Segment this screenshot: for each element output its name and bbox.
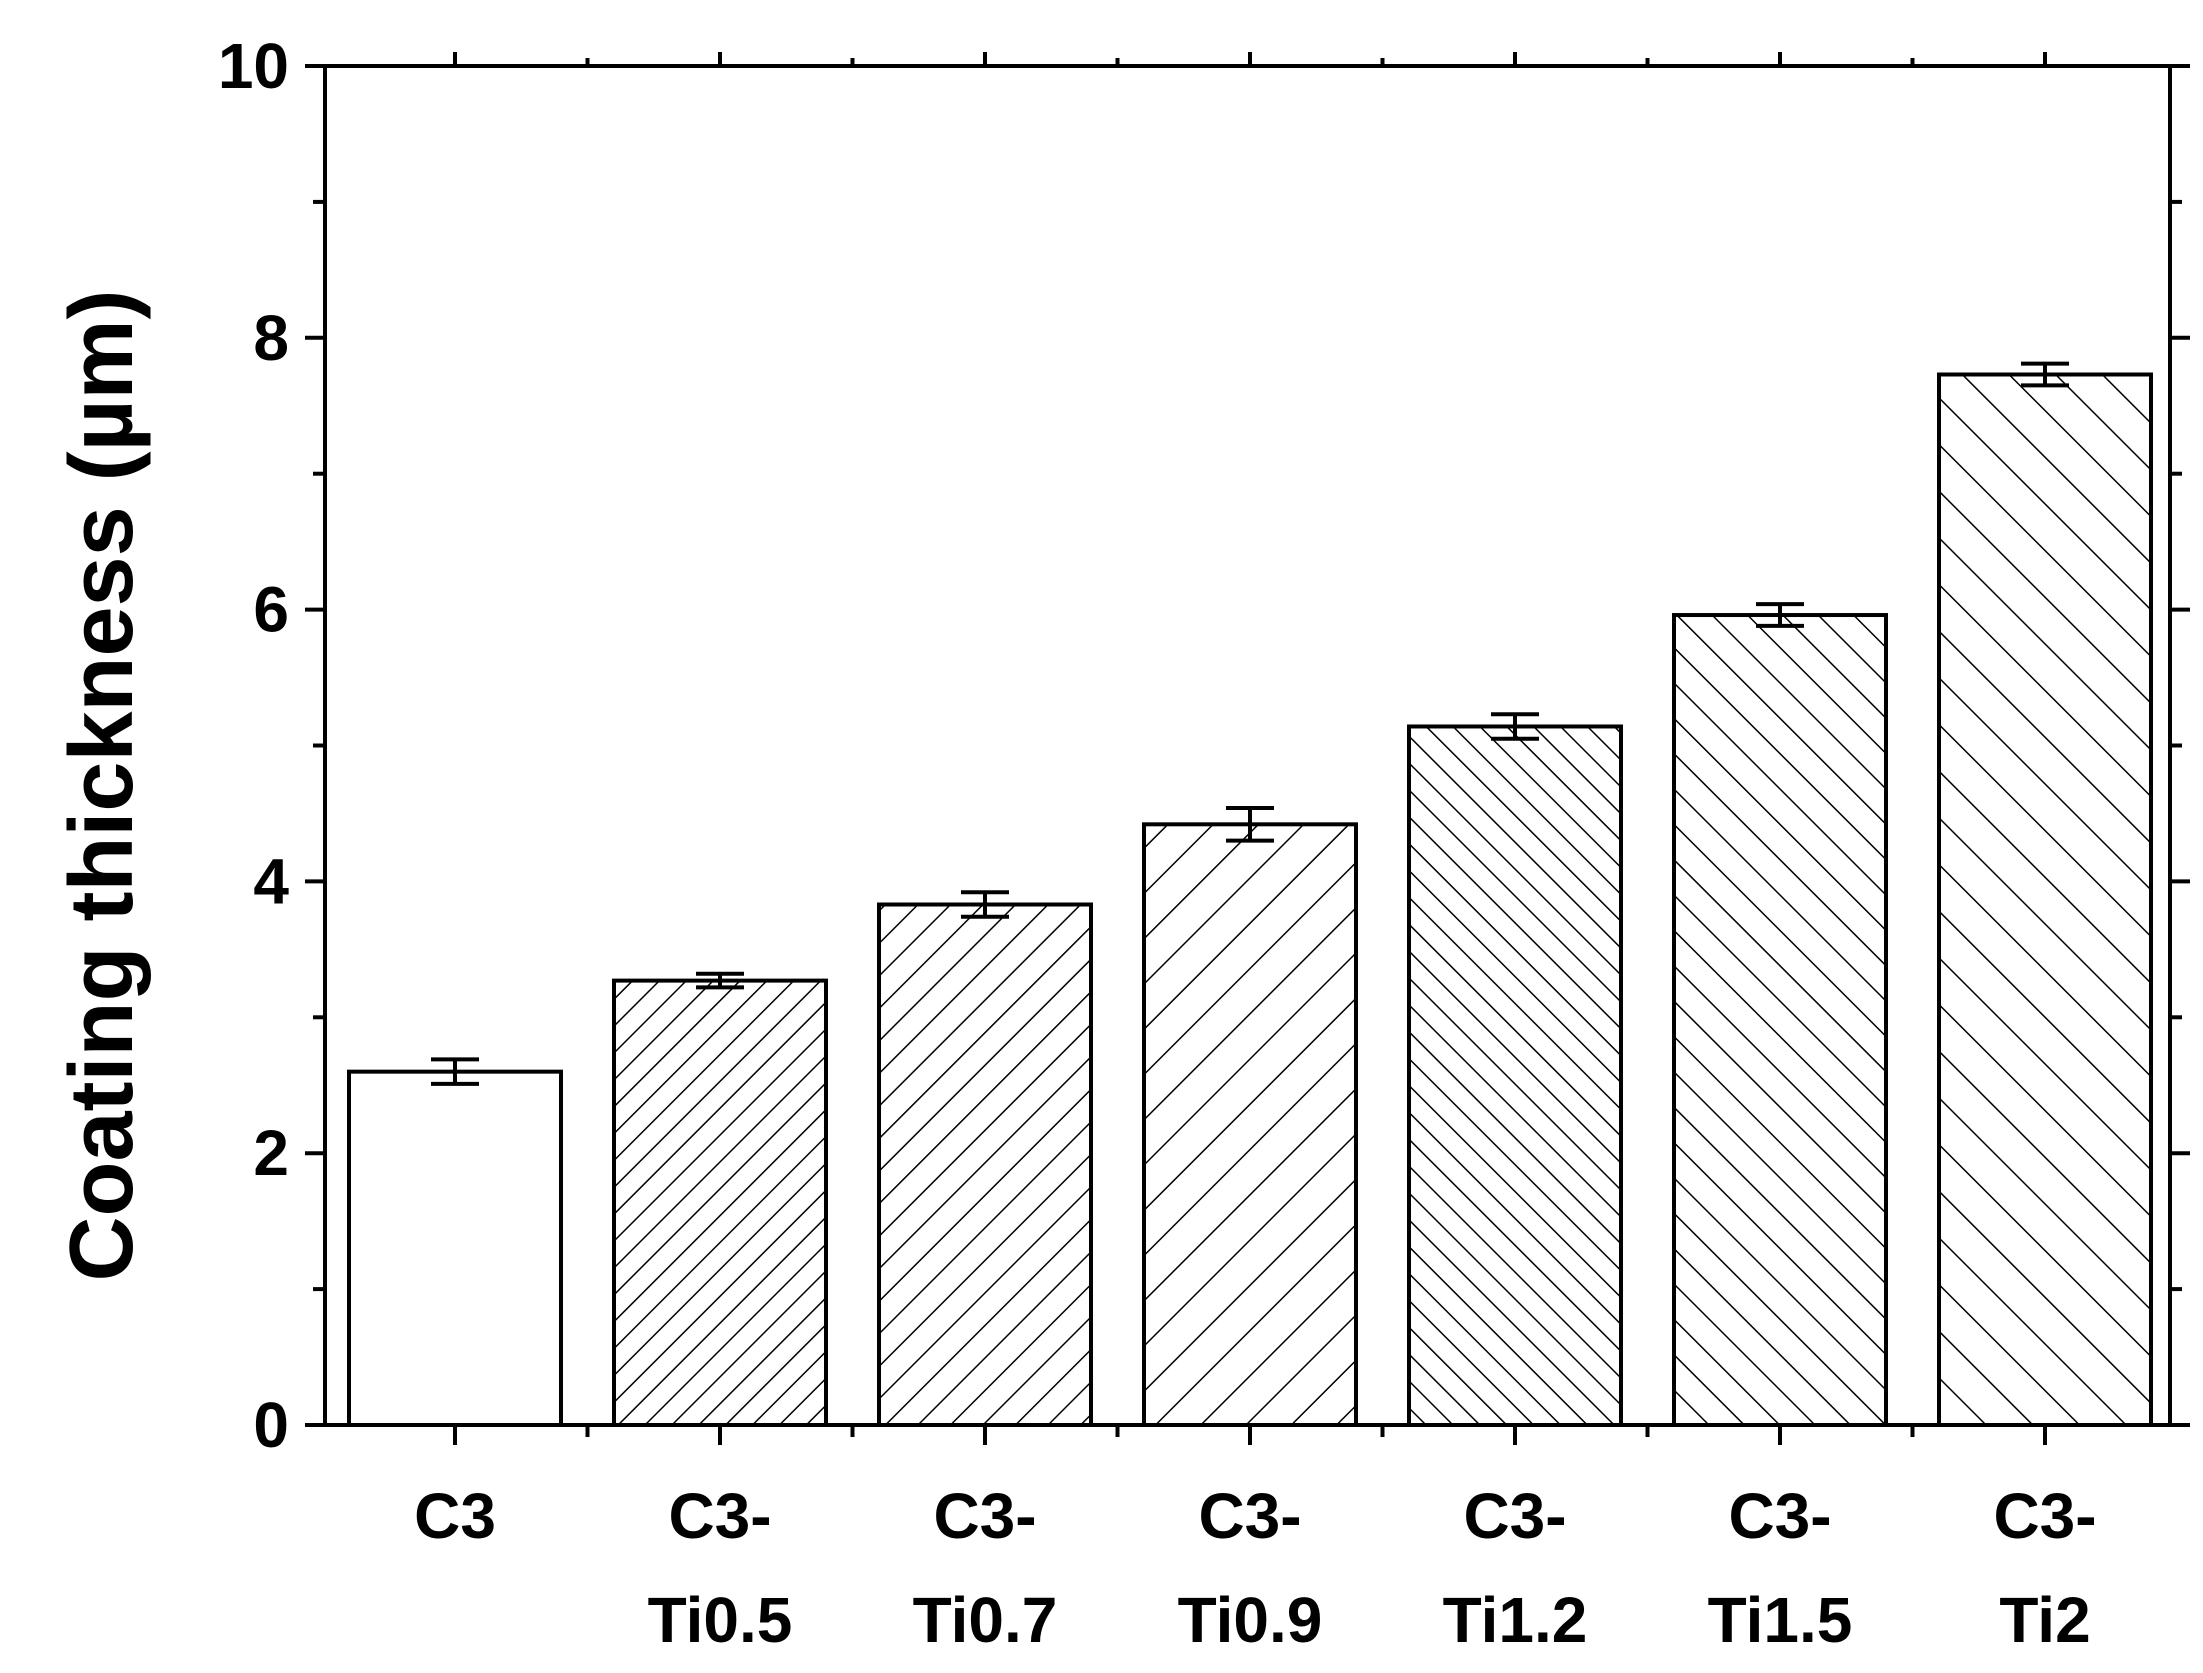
x-tick-label-line1: C3- xyxy=(668,1480,771,1552)
y-tick-label: 10 xyxy=(218,30,289,102)
y-tick-label: 4 xyxy=(253,845,289,917)
x-tick-label-line1: C3- xyxy=(1728,1480,1831,1552)
x-tick-label-line1: C3- xyxy=(1198,1480,1301,1552)
bars xyxy=(347,372,2153,1428)
bar xyxy=(1142,822,1358,1427)
y-tick-label: 8 xyxy=(253,302,289,374)
bar xyxy=(1672,613,1888,1427)
x-tick-label-line1: C3- xyxy=(1463,1480,1566,1552)
plot-frame xyxy=(323,64,2172,1427)
bar xyxy=(347,1069,563,1428)
x-tick-label-line1: C3 xyxy=(414,1480,496,1552)
y-tick-label: 6 xyxy=(253,574,289,646)
y-axis-tick-labels: 0 2 4 6 8 10 xyxy=(218,30,290,1461)
x-tick-label-line2: Ti1.5 xyxy=(1708,1584,1853,1656)
x-axis-ticks xyxy=(453,52,2047,1445)
bar xyxy=(877,902,1093,1427)
bar xyxy=(612,978,828,1427)
x-tick-label-line2: Ti0.7 xyxy=(913,1584,1058,1656)
x-tick-label-line2: Ti1.2 xyxy=(1443,1584,1588,1656)
bar xyxy=(1937,372,2153,1427)
y-tick-label: 2 xyxy=(253,1117,289,1189)
x-tick-label-line1: C3- xyxy=(933,1480,1036,1552)
x-tick-label-line1: C3- xyxy=(1993,1480,2096,1552)
y-axis-title: Coating thickness (µm) xyxy=(52,290,152,1282)
y-tick-label: 0 xyxy=(253,1389,289,1461)
error-bars xyxy=(431,361,2069,1086)
x-tick-label-line2: Ti0.9 xyxy=(1178,1584,1323,1656)
x-tick-label-line2: Ti0.5 xyxy=(648,1584,793,1656)
x-axis-tick-labels: C3 C3- Ti0.5 C3- Ti0.7 C3- Ti0.9 C3- Ti1.2 C3- Ti1… xyxy=(414,1480,2096,1656)
x-tick-label-line2: Ti2 xyxy=(1999,1584,2090,1656)
bar xyxy=(1407,724,1623,1427)
